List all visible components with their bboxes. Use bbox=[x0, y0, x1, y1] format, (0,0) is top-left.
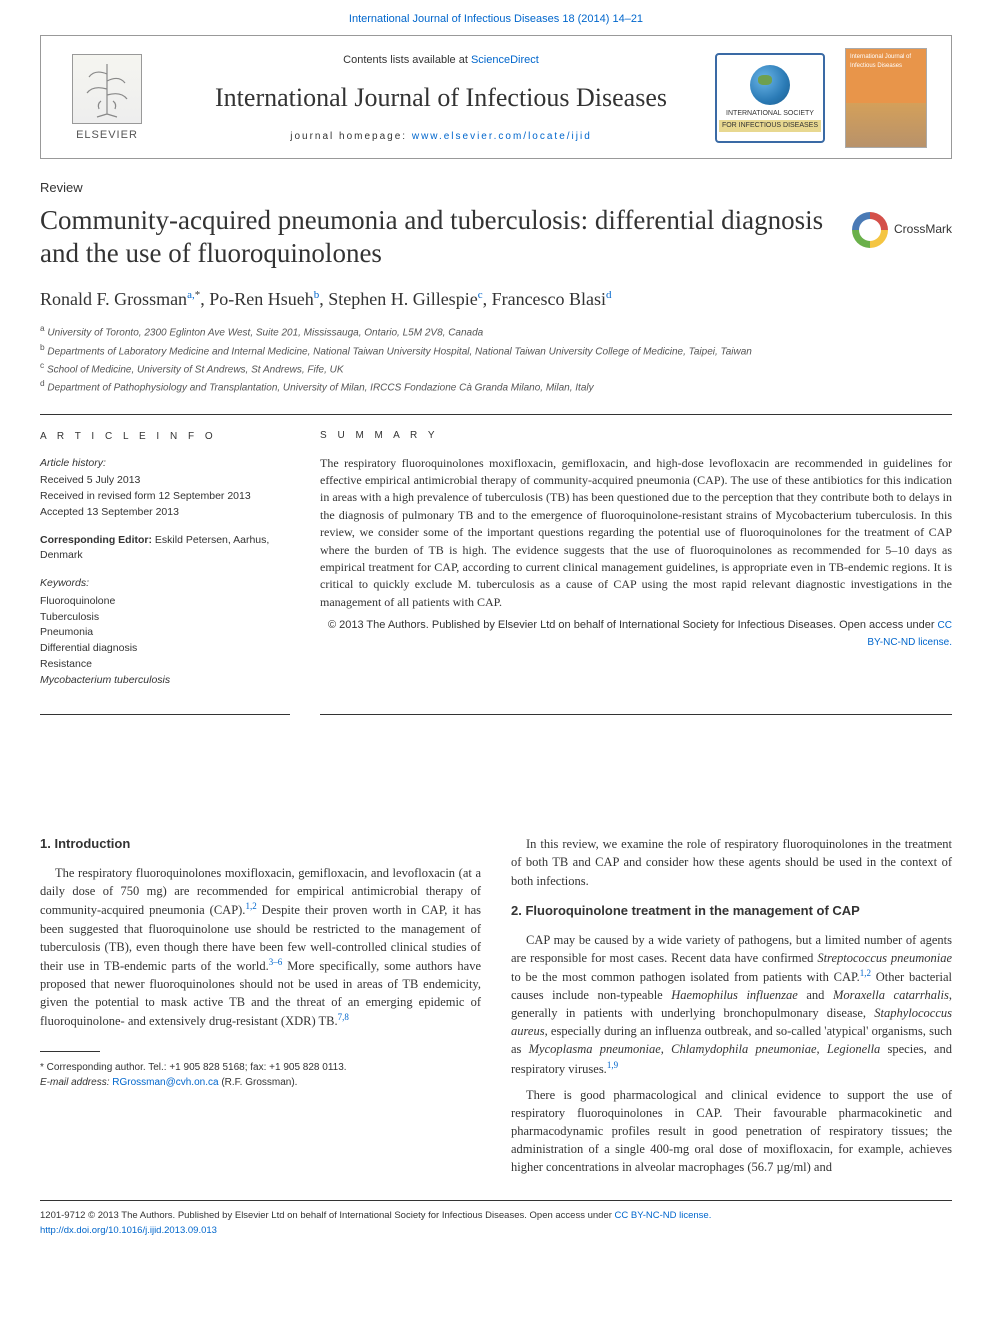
section-heading: 2. Fluoroquinolone treatment in the mana… bbox=[511, 902, 952, 921]
article-title: Community-acquired pneumonia and tubercu… bbox=[40, 204, 832, 272]
summary-text: The respiratory fluoroquinolones moxiflo… bbox=[320, 455, 952, 612]
email-link[interactable]: RGrossman@cvh.on.ca bbox=[112, 1077, 218, 1088]
summary-label: S U M M A R Y bbox=[320, 429, 952, 443]
article-body: 1. Introduction The respiratory fluoroqu… bbox=[40, 835, 952, 1184]
info-label: A R T I C L E I N F O bbox=[40, 429, 290, 444]
journal-title: International Journal of Infectious Dise… bbox=[177, 80, 705, 116]
footnote-separator bbox=[40, 1051, 100, 1052]
section-heading: 1. Introduction bbox=[40, 835, 481, 854]
body-paragraph: In this review, we examine the role of r… bbox=[511, 835, 952, 889]
journal-cover-thumb: International Journal of Infectious Dise… bbox=[845, 48, 927, 148]
article-type: Review bbox=[40, 179, 952, 197]
body-paragraph: There is good pharmacological and clinic… bbox=[511, 1086, 952, 1177]
summary: S U M M A R Y The respiratory fluoroquin… bbox=[320, 429, 952, 716]
affiliation: a a University of Toronto, 2300 Eglinton… bbox=[40, 322, 952, 340]
authors: Ronald F. Grossmana,*, Po-Ren Hsuehb, St… bbox=[40, 287, 952, 312]
affiliation: d Department of Pathophysiology and Tran… bbox=[40, 377, 952, 395]
sciencedirect-link[interactable]: ScienceDirect bbox=[471, 54, 539, 66]
journal-homepage: journal homepage: www.elsevier.com/locat… bbox=[177, 130, 705, 144]
journal-header: ELSEVIER Contents lists available at Sci… bbox=[40, 35, 952, 159]
citation-header: International Journal of Infectious Dise… bbox=[0, 0, 992, 35]
homepage-link[interactable]: www.elsevier.com/locate/ijid bbox=[412, 131, 592, 142]
footnotes: * Corresponding author. Tel.: +1 905 828… bbox=[40, 1060, 481, 1090]
elsevier-tree-icon bbox=[72, 54, 142, 124]
body-paragraph: CAP may be caused by a wide variety of p… bbox=[511, 931, 952, 1078]
affiliation: c School of Medicine, University of St A… bbox=[40, 359, 952, 377]
society-logo: INTERNATIONAL SOCIETY FOR INFECTIOUS DIS… bbox=[715, 53, 825, 143]
crossmark-badge[interactable]: CrossMark bbox=[852, 212, 952, 248]
affiliation: b Departments of Laboratory Medicine and… bbox=[40, 341, 952, 359]
affiliations: a a University of Toronto, 2300 Eglinton… bbox=[40, 322, 952, 395]
crossmark-icon bbox=[852, 212, 888, 248]
contents-available: Contents lists available at ScienceDirec… bbox=[177, 53, 705, 68]
copyright: © 2013 The Authors. Published by Elsevie… bbox=[320, 617, 952, 650]
license-link[interactable]: CC BY-NC-ND license. bbox=[615, 1210, 712, 1221]
publisher-logo: ELSEVIER bbox=[57, 48, 157, 148]
doi-link[interactable]: http://dx.doi.org/10.1016/j.ijid.2013.09… bbox=[40, 1225, 217, 1236]
publisher-name: ELSEVIER bbox=[76, 128, 138, 143]
globe-icon bbox=[750, 65, 790, 105]
body-paragraph: The respiratory fluoroquinolones moxiflo… bbox=[40, 864, 481, 1031]
article-info: A R T I C L E I N F O Article history: R… bbox=[40, 429, 290, 716]
page-footer: 1201-9712 © 2013 The Authors. Published … bbox=[40, 1200, 952, 1258]
